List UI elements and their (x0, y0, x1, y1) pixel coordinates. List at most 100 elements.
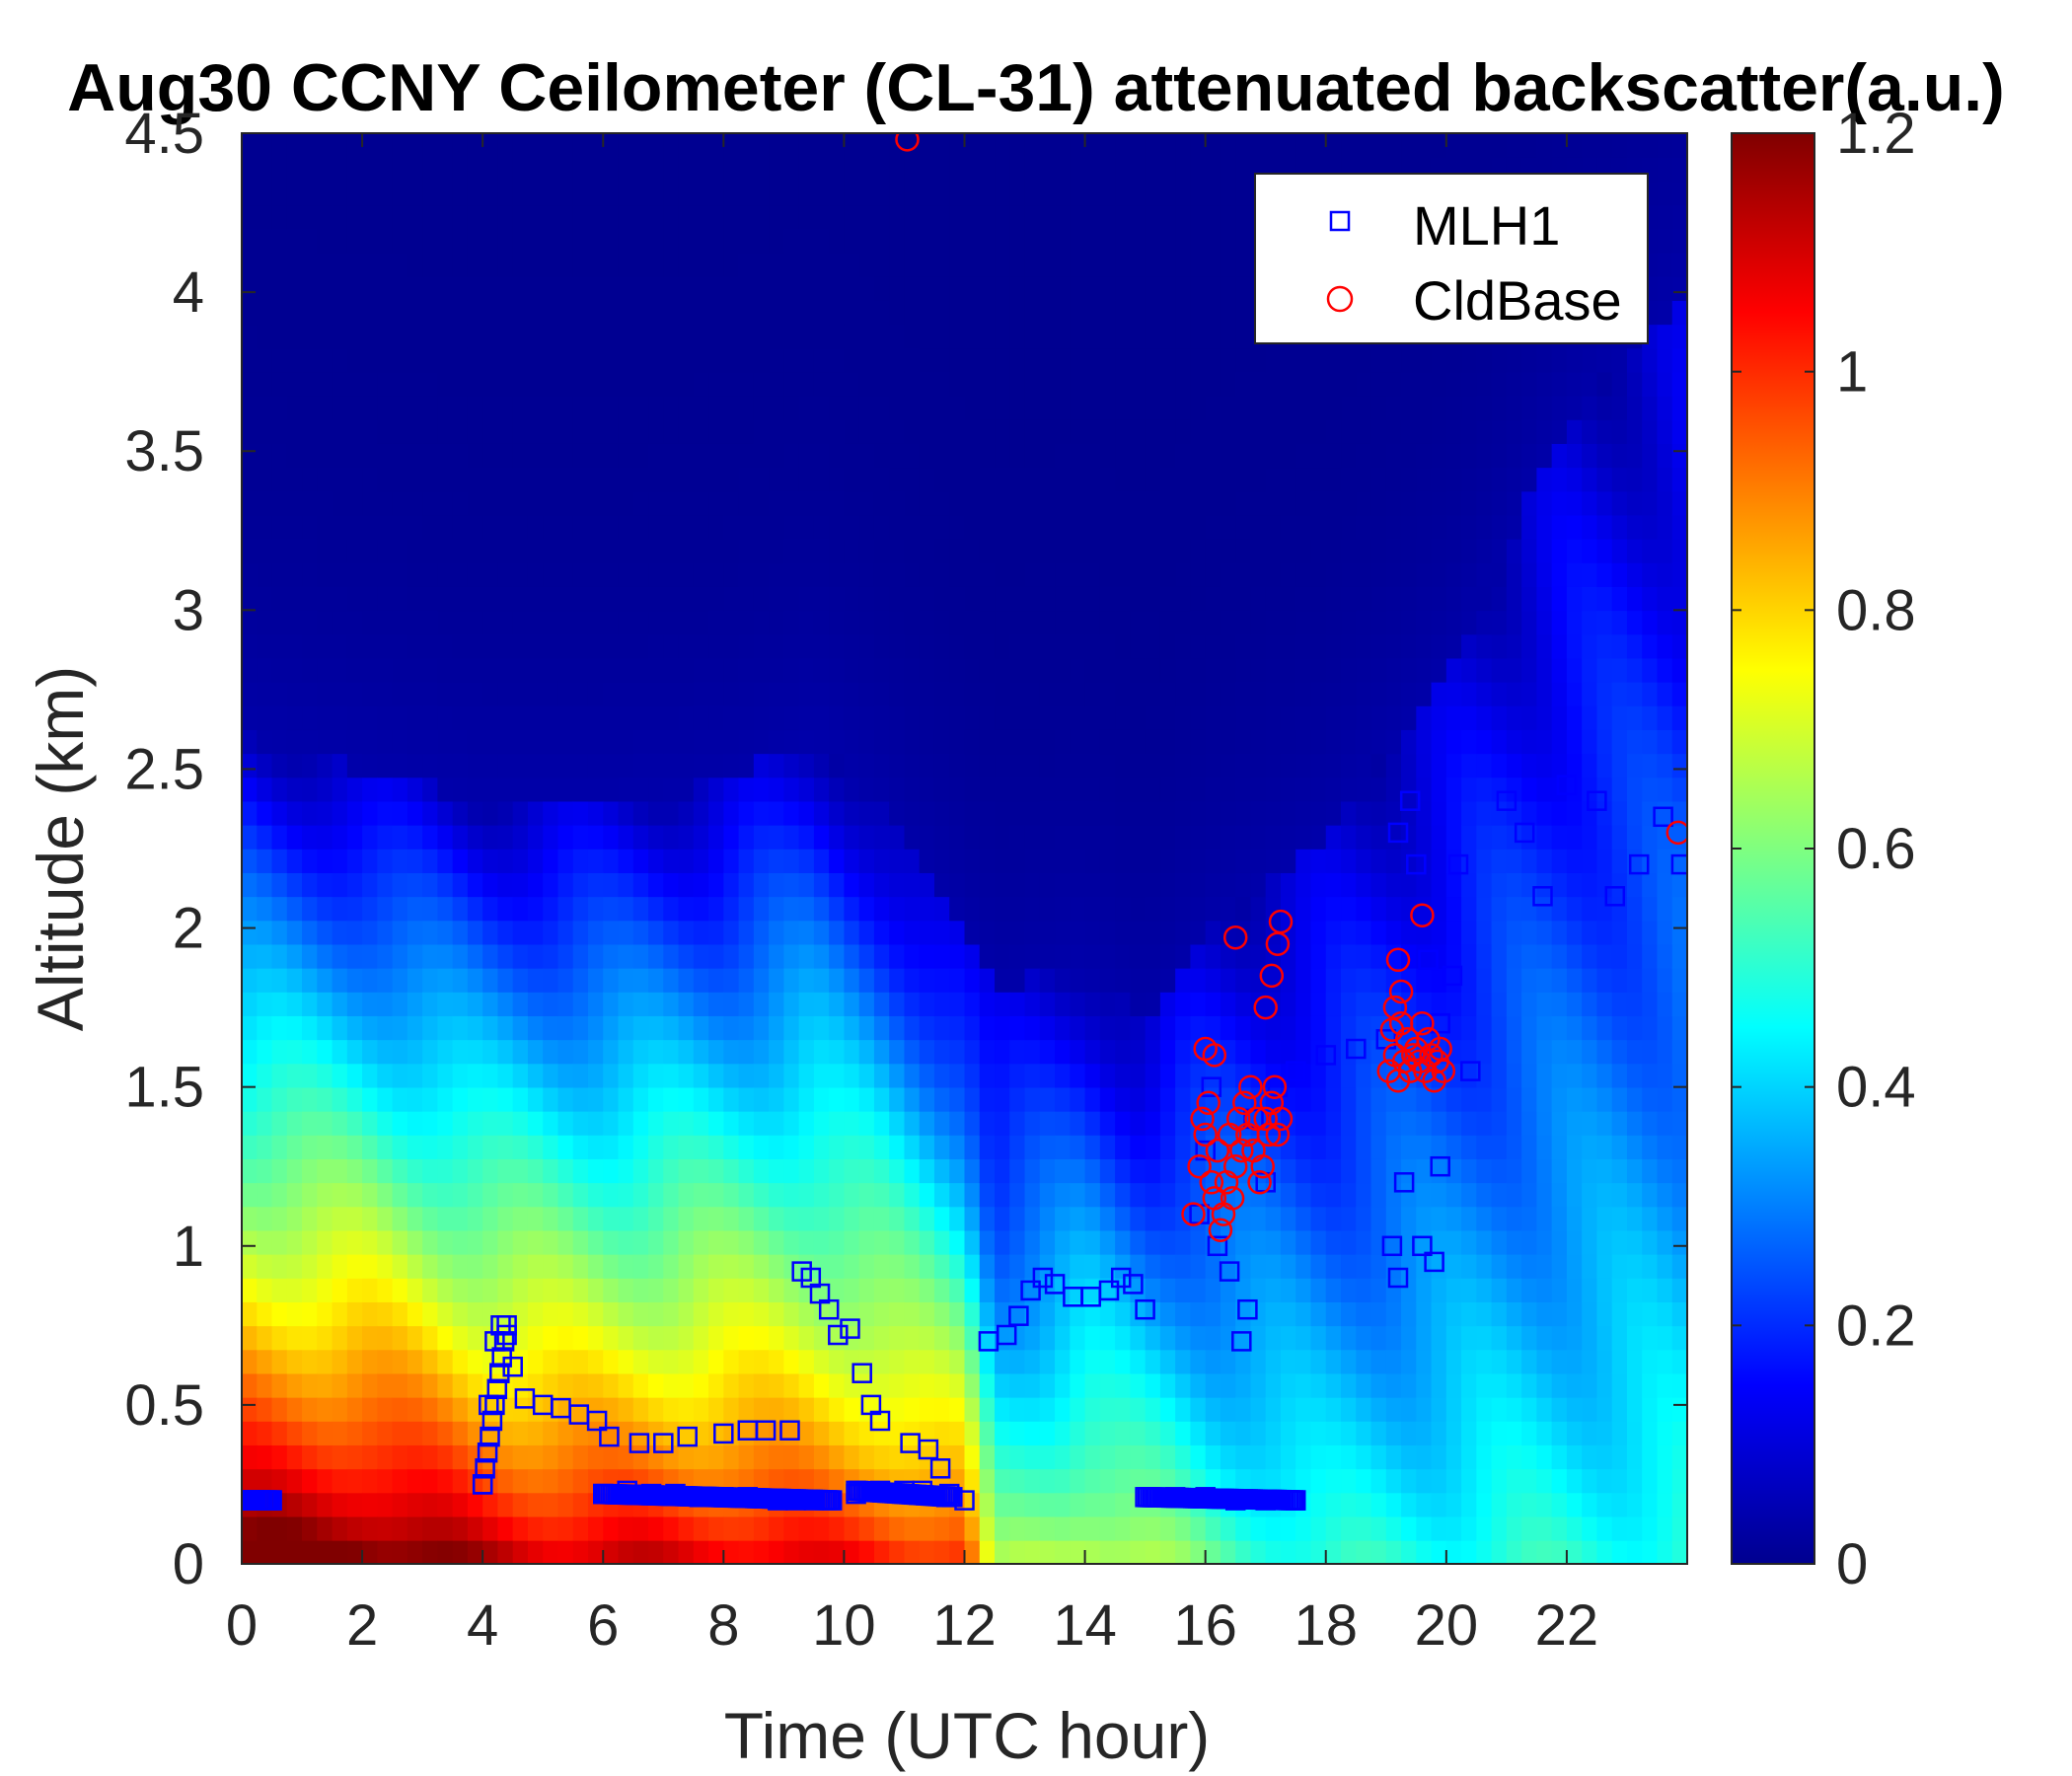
heatmap-cell (557, 1229, 574, 1255)
heatmap-cell (1461, 133, 1478, 158)
heatmap-cell (362, 1468, 379, 1494)
heatmap-cell (1084, 133, 1101, 158)
heatmap-cell (844, 777, 860, 802)
heatmap-cell (618, 1135, 634, 1159)
heatmap-cell (452, 896, 469, 922)
heatmap-cell (587, 1110, 605, 1136)
heatmap-cell (1310, 1158, 1327, 1184)
heatmap-cell (708, 204, 725, 230)
heatmap-cell (632, 1135, 649, 1159)
heatmap-cell (1055, 1158, 1072, 1184)
heatmap-cell (1205, 252, 1221, 277)
heatmap-cell (512, 896, 529, 922)
heatmap-cell (693, 1444, 709, 1470)
heatmap-cell (738, 1421, 755, 1445)
heatmap-cell (482, 1492, 499, 1517)
heatmap-cell (769, 1110, 785, 1136)
heatmap-cell (1190, 1516, 1207, 1541)
heatmap-cell (1039, 1421, 1056, 1445)
heatmap-cell (392, 633, 408, 659)
heatmap-cell (1159, 800, 1176, 826)
heatmap-cell (678, 1182, 695, 1208)
heatmap-cell (271, 1229, 288, 1255)
heatmap-cell (813, 967, 830, 993)
heatmap-cell (1341, 992, 1358, 1016)
heatmap-cell (858, 657, 875, 683)
heatmap-cell (302, 872, 319, 898)
heatmap-cell (979, 1468, 996, 1494)
heatmap-cell (242, 1086, 259, 1112)
heatmap-cell (1039, 1229, 1056, 1255)
heatmap-cell (242, 1421, 259, 1445)
heatmap-cell (1250, 1372, 1267, 1398)
heatmap-cell (979, 610, 996, 635)
heatmap-cell (798, 800, 815, 826)
heatmap-cell (1084, 467, 1101, 492)
heatmap-cell (1416, 133, 1433, 158)
heatmap-cell (242, 800, 259, 826)
heatmap-cell (648, 371, 665, 397)
heatmap-cell (452, 419, 469, 444)
heatmap-cell (618, 1206, 634, 1231)
heatmap-cell (407, 1278, 423, 1302)
heatmap-cell (286, 967, 303, 993)
heatmap-cell (1190, 157, 1207, 183)
heatmap-cell (1280, 1301, 1297, 1327)
heatmap-cell (1130, 1372, 1147, 1398)
heatmap-cell (723, 1110, 740, 1136)
heatmap-cell (1431, 371, 1447, 397)
heatmap-cell (1235, 1015, 1252, 1041)
heatmap-cell (407, 753, 423, 778)
heatmap-cell (543, 490, 559, 516)
heatmap-cell (1250, 395, 1267, 420)
heatmap-cell (708, 514, 725, 540)
heatmap-cell (572, 1349, 589, 1374)
heatmap-cell (497, 1063, 514, 1088)
heatmap-cell (798, 324, 815, 349)
heatmap-cell (1205, 967, 1221, 993)
heatmap-cell (753, 419, 770, 444)
heatmap-cell (769, 705, 785, 730)
heatmap-cell (783, 849, 800, 873)
heatmap-cell (648, 204, 665, 230)
heatmap-cell (648, 657, 665, 683)
heatmap-cell (527, 1206, 545, 1231)
heatmap-cell (1341, 419, 1358, 444)
heatmap-cell (738, 967, 755, 993)
heatmap-cell (844, 681, 860, 706)
heatmap-cell (979, 443, 996, 469)
heatmap-cell (723, 1182, 740, 1208)
heatmap-cell (1159, 1110, 1176, 1136)
heatmap-cell (543, 1492, 559, 1517)
heatmap-cell (242, 300, 259, 326)
heatmap-cell (346, 681, 363, 706)
heatmap-cell (1325, 943, 1342, 969)
heatmap-cell (497, 490, 514, 516)
heatmap-cell (332, 228, 348, 254)
heatmap-cell (1205, 1516, 1221, 1541)
heatmap-cell (933, 538, 951, 563)
heatmap-cell (1190, 204, 1207, 230)
heatmap-cell (257, 1253, 273, 1279)
heatmap-cell (572, 1372, 589, 1398)
heatmap-cell (1009, 562, 1026, 587)
heatmap-cell (1099, 943, 1116, 969)
heatmap-cell (979, 1135, 996, 1159)
heatmap-cell (572, 538, 589, 563)
heatmap-cell (873, 1015, 890, 1041)
heatmap-cell (889, 204, 906, 230)
heatmap-cell (1310, 896, 1327, 922)
heatmap-cell (632, 610, 649, 635)
heatmap-cell (603, 300, 620, 326)
heatmap-cell (1099, 633, 1116, 659)
heatmap-cell (1220, 157, 1236, 183)
heatmap-cell (603, 1349, 620, 1374)
heatmap-cell (678, 1086, 695, 1112)
heatmap-cell (829, 586, 846, 612)
heatmap-cell (512, 920, 529, 945)
heatmap-cell (858, 681, 875, 706)
heatmap-cell (979, 181, 996, 206)
heatmap-cell (1356, 896, 1372, 922)
heatmap-cell (829, 729, 846, 755)
heatmap-cell (618, 157, 634, 183)
